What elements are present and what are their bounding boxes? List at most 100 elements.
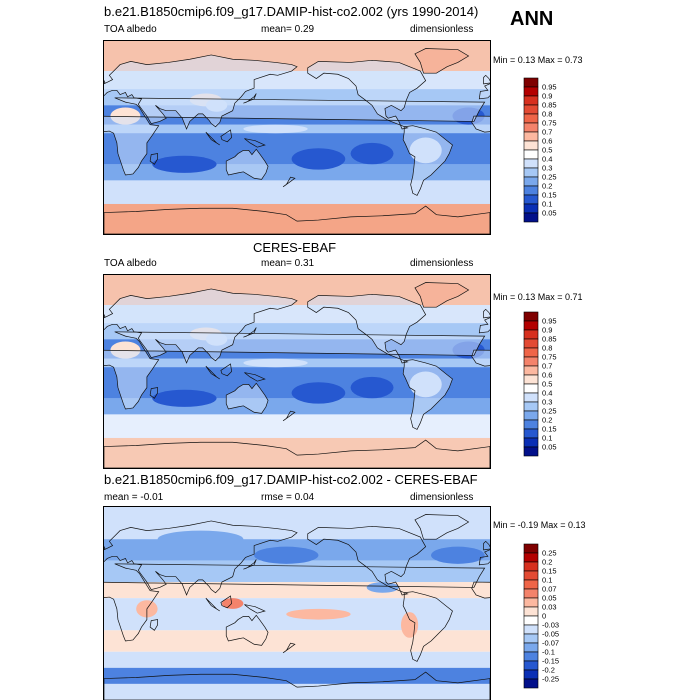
coastline-africa [104, 97, 486, 176]
colorbar-3-swatch-2 [523, 561, 539, 572]
coastline-newGuinea [244, 372, 266, 382]
coastline-indonesia2 [220, 129, 232, 143]
field-band-storm-s [104, 180, 490, 204]
colorbar-3-tick-label: 0.05 [542, 594, 557, 603]
colorbar-3-tick-label: 0.03 [542, 603, 557, 612]
field-low-pacific [291, 382, 346, 404]
colorbar-1-tick-label: 0.85 [542, 101, 557, 110]
colorbar-3-swatch-1 [523, 552, 539, 563]
colorbar-2-tick-label: 0.4 [542, 389, 552, 398]
panel-3-colorbar-svg: 0.250.20.150.10.070.050.030-0.03-0.05-0.… [523, 543, 559, 689]
coastline-japan [243, 327, 257, 338]
field-low-pacific [291, 148, 346, 170]
colorbar-1-swatch-15 [523, 212, 539, 223]
coastline-antarctica [104, 671, 490, 700]
panel-3-minmax: Min = -0.19 Max = 0.13 [493, 520, 586, 530]
colorbar-2-swatch-15 [523, 446, 539, 457]
colorbar-2-tick-label: 0.8 [542, 344, 552, 353]
panel-1-variable: TOA albedo [104, 24, 157, 35]
colorbar-3-swatch-7 [523, 606, 539, 617]
colorbar-3-tick-label: -0.03 [542, 621, 559, 630]
colorbar-2-tick-label: 0.9 [542, 326, 552, 335]
coastline-japan [243, 559, 257, 570]
colorbar-1-swatch-10 [523, 167, 539, 178]
colorbar-1-swatch-13 [523, 194, 539, 205]
colorbar-2-tick-label: 0.2 [542, 416, 552, 425]
coastline-greenland [414, 282, 470, 308]
coastline-indonesia2 [220, 363, 232, 377]
colorbar-3-swatch-0 [523, 543, 539, 554]
colorbar-1-tick-label: 0.95 [542, 83, 557, 92]
panel-1-colorbar-svg: 0.950.90.850.80.750.70.60.50.40.30.250.2… [523, 77, 557, 223]
coastline-greenland [414, 514, 470, 540]
panel-3-map-svg [104, 507, 490, 700]
panel-2-minmax: Min = 0.13 Max = 0.71 [493, 292, 583, 302]
coastline-northAmerica [307, 59, 427, 130]
coastline-newGuinea [244, 604, 266, 614]
coastline-africa [471, 349, 490, 367]
field-north-atlantic [431, 546, 485, 564]
coastline-southAmerica [402, 591, 453, 662]
colorbar-3-tick-label: -0.2 [542, 666, 555, 675]
panel-2-variable: TOA albedo [104, 258, 157, 269]
colorbar-3-tick-label: -0.05 [542, 630, 559, 639]
colorbar-2-tick-label: 0.7 [542, 362, 552, 371]
colorbar-3-tick-label: -0.07 [542, 639, 559, 648]
field-band-trade-n [104, 582, 490, 599]
colorbar-2-tick-label: 0.25 [542, 407, 557, 416]
coastline-indonesia1 [205, 597, 220, 612]
panel-1-title: b.e21.B1850cmip6.f09_g17.DAMIP-hist-co2.… [104, 4, 479, 19]
panel-2-colorbar-svg: 0.950.90.850.80.750.70.60.50.40.30.250.2… [523, 311, 557, 457]
field-eastpac-neg [366, 582, 399, 593]
colorbar-2-tick-label: 0.95 [542, 317, 557, 326]
colorbar-3-swatch-10 [523, 633, 539, 644]
field-siberia [157, 530, 244, 548]
coastline-antarctica [104, 439, 490, 468]
colorbar-1-swatch-0 [523, 77, 539, 88]
colorbar-3-swatch-4 [523, 579, 539, 590]
panel-1-mean: mean= 0.29 [261, 24, 315, 35]
colorbar-3-tick-label: 0.2 [542, 558, 552, 567]
land-australia [226, 383, 269, 414]
colorbar-2-tick-label: 0.15 [542, 425, 557, 434]
colorbar-2-tick-label: 0.75 [542, 353, 557, 362]
coastline-japan [243, 93, 257, 104]
coastline-africa [104, 563, 486, 642]
panel-2-colorbar: 0.95 0.9 0.85 0.8 0.75 0.7 0.6 0.5 0.4 0.3 0.25 0.2… [520, 311, 580, 460]
colorbar-1-tick-label: 0.1 [542, 200, 552, 209]
panel-3-title: b.e21.B1850cmip6.f09_g17.DAMIP-hist-co2.… [104, 472, 478, 487]
coastline-nz [282, 642, 296, 654]
panel-2-map [103, 274, 491, 469]
field-itcz-pacific [243, 124, 308, 134]
colorbar-2-tick-label: 0.6 [542, 371, 552, 380]
coastline-northAmerica [307, 293, 427, 364]
colorbar-3-swatch-3 [523, 570, 539, 581]
colorbar-1-tick-label: 0.05 [542, 209, 557, 218]
panel-3-map [103, 506, 491, 700]
colorbar-2-swatch-9 [523, 392, 539, 403]
land-southAmerica [403, 125, 453, 196]
colorbar-2-swatch-1 [523, 320, 539, 331]
coastline-indonesia1 [205, 365, 220, 380]
colorbar-1-tick-label: 0.4 [542, 155, 552, 164]
panel-3-rmse: rmse = 0.04 [261, 492, 315, 503]
colorbar-3-tick-label: 0 [542, 612, 546, 621]
colorbar-1-swatch-14 [523, 203, 539, 214]
colorbar-1-swatch-4 [523, 113, 539, 124]
panel-1-minmax: Min = 0.13 Max = 0.73 [493, 55, 583, 65]
land-northAmerica [307, 294, 426, 363]
land-africa [104, 331, 485, 410]
coastline-eurasia [104, 520, 298, 596]
land-africa [471, 350, 490, 367]
colorbar-2-swatch-2 [523, 329, 539, 340]
colorbar-3-tick-label: -0.1 [542, 648, 555, 657]
colorbar-1-tick-label: 0.9 [542, 92, 552, 101]
panel-2-units: dimensionless [410, 258, 474, 269]
coastline-northAmerica [307, 525, 427, 596]
colorbar-1-swatch-6 [523, 131, 539, 142]
panel-1-units: dimensionless [410, 24, 474, 35]
coastline-africa [471, 581, 490, 599]
coastline-greenland [414, 48, 470, 74]
colorbar-2-tick-label: 0.05 [542, 443, 557, 452]
field-north-pacific [254, 546, 319, 564]
